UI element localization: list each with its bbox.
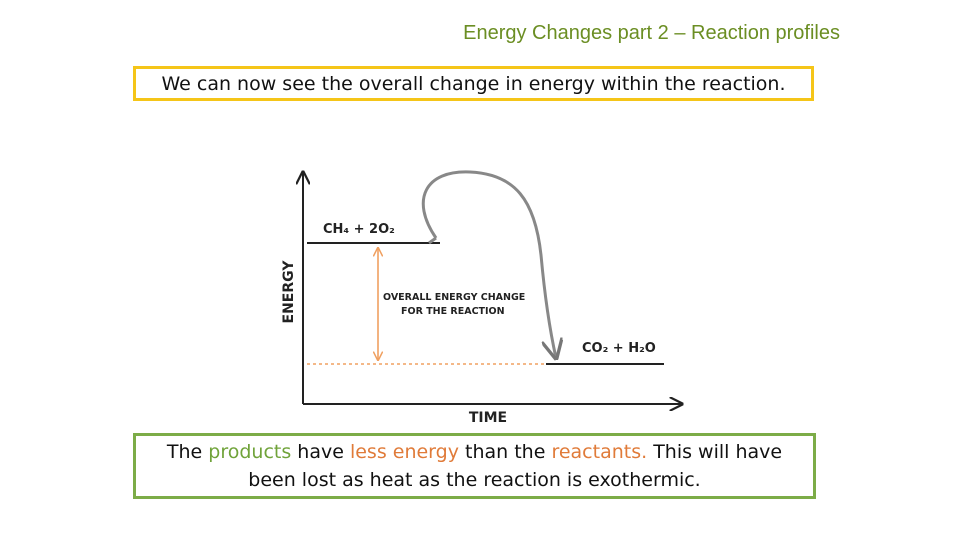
intro-text: We can now see the overall change in ene… [161, 72, 786, 95]
reaction-curve [421, 170, 556, 358]
conclusion-text-box: The products have less energy than the r… [133, 433, 816, 499]
conclusion-text-part: The [166, 441, 209, 463]
reactants-label: CH₄ + 2O₂ [323, 222, 395, 237]
energy-change-label-line2: FOR THE REACTION [401, 306, 505, 317]
conclusion-line-1: The products have less energy than the r… [167, 438, 782, 466]
energy-change-label-line1: OVERALL ENERGY CHANGE [383, 292, 525, 303]
highlight-less-energy: less energy [349, 441, 459, 463]
highlight-products: products [208, 441, 292, 463]
curve-start-arrow [428, 236, 437, 245]
products-label: CO₂ + H₂O [582, 341, 656, 356]
y-axis-label: ENERGY [281, 260, 297, 324]
highlight-reactants: reactants. [551, 441, 648, 463]
conclusion-line-2: been lost as heat as the reaction is exo… [248, 469, 701, 491]
conclusion-text-part: This will have [647, 441, 783, 463]
x-axis-label: TIME [469, 410, 507, 426]
slide-title: Energy Changes part 2 – Reaction profile… [463, 22, 840, 44]
conclusion-text-part: than the [458, 441, 552, 463]
conclusion-text-part: have [291, 441, 350, 463]
intro-text-box: We can now see the overall change in ene… [133, 66, 814, 101]
